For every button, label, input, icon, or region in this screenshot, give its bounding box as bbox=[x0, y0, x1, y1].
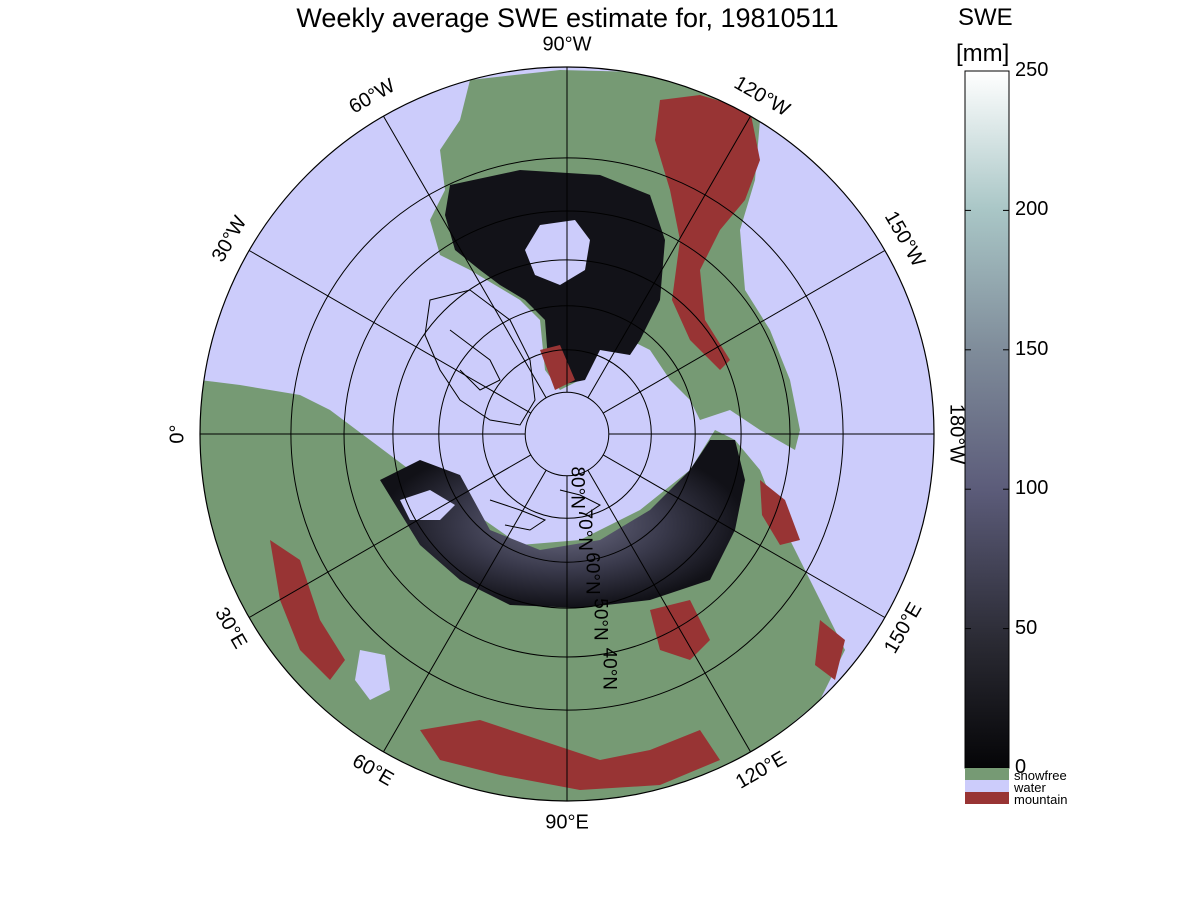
longitude-label: 180°W bbox=[946, 404, 968, 464]
colorbar-tick-label: 100 bbox=[1015, 477, 1049, 500]
map-title: Weekly average SWE estimate for, 1981051… bbox=[296, 3, 839, 33]
colorbar-tick-label: 250 bbox=[1015, 59, 1049, 81]
graticule bbox=[200, 67, 934, 801]
meridian-line bbox=[248, 454, 532, 618]
mountain-regions bbox=[270, 95, 845, 790]
colorbar-title-unit: [mm] bbox=[956, 40, 1010, 67]
category-water-label: water bbox=[1014, 780, 1046, 795]
latitude-label: 50°N bbox=[590, 598, 611, 640]
meridian-line bbox=[602, 454, 886, 618]
colorbar-snowfree-swatch bbox=[965, 768, 1009, 780]
meridian-line bbox=[602, 250, 886, 414]
category-snowfree-label: snowfree bbox=[1014, 768, 1067, 783]
latitude-label: 70°N bbox=[574, 509, 595, 551]
colorbar bbox=[964, 70, 1010, 804]
colorbar-tick-label: 200 bbox=[1015, 198, 1049, 221]
latitude-labels: 80°N70°N60°N 50°N 40°N bbox=[566, 466, 619, 690]
colorbar-mountain-swatch bbox=[965, 792, 1009, 804]
meridian-line bbox=[587, 115, 751, 399]
longitude-label: 90°W bbox=[542, 33, 591, 55]
meridian-line bbox=[248, 250, 532, 414]
latitude-label: 60°N bbox=[582, 552, 603, 594]
eurasia-snow bbox=[380, 440, 745, 608]
latitude-label: 40°N bbox=[598, 648, 619, 690]
caspian-water bbox=[355, 650, 390, 700]
arctic-islands bbox=[449, 329, 601, 531]
map-boundary bbox=[199, 66, 935, 802]
colorbar-title-swe: SWE bbox=[958, 4, 1013, 31]
colorbar-tick-label: 0 bbox=[1015, 756, 1027, 778]
meridian-line bbox=[383, 115, 547, 399]
longitude-label: 90°E bbox=[545, 811, 589, 833]
colorbar-tick-label: 150 bbox=[1015, 337, 1049, 360]
meridian-line bbox=[383, 469, 547, 753]
hudson-bay bbox=[525, 220, 590, 285]
latitude-label: 80°N bbox=[566, 466, 587, 508]
meridian-line bbox=[587, 469, 751, 753]
longitude-label: 0° bbox=[166, 424, 188, 443]
colorbar-tick-label: 50 bbox=[1015, 616, 1038, 639]
inland-water bbox=[400, 490, 455, 520]
colorbar-gradient bbox=[964, 70, 1010, 769]
colorbar-water-swatch bbox=[965, 780, 1009, 792]
category-mountain-label: mountain bbox=[1014, 792, 1068, 807]
